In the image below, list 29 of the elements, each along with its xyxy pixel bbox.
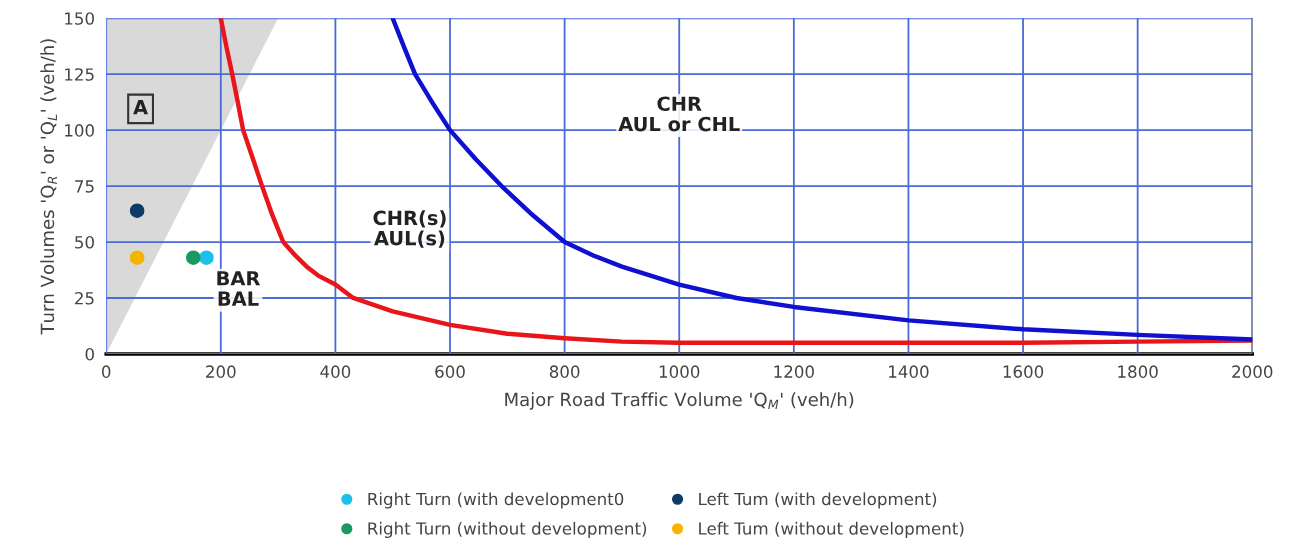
y-axis-title: Turn Volumes 'Q$_{R}$' or 'Q$_{L}$' (veh/h) xyxy=(40,39,57,335)
legend-label: Right Turn (without development) xyxy=(368,521,647,538)
x-tick-label: 1000 xyxy=(659,365,700,378)
annotation: A xyxy=(133,100,148,115)
x-tick-label: 400 xyxy=(320,365,351,378)
x-axis-title: Major Road Traffic Volume 'Q$_{M}$' (veh/h) xyxy=(505,392,854,410)
y-tick-label: 25 xyxy=(75,291,94,305)
legend-label: Left Tum (with development) xyxy=(699,492,937,509)
line-series xyxy=(218,18,1253,345)
x-tick-label: 800 xyxy=(549,365,580,378)
x-tick-label: 600 xyxy=(435,365,465,378)
y-tick-label: 50 xyxy=(75,235,94,249)
x-tick-label: 0 xyxy=(101,365,111,378)
y-tick-label: 150 xyxy=(65,12,94,25)
y-tick-label: 125 xyxy=(65,68,94,81)
legend-label: Right Turn (with development0 xyxy=(368,492,624,509)
y-tick-label: 0 xyxy=(85,347,94,361)
x-tick-label: 1200 xyxy=(774,365,814,378)
annotation: BAR BAL xyxy=(217,271,261,306)
x-tick-label: 200 xyxy=(206,365,236,378)
x-tick-label: 1400 xyxy=(889,365,929,378)
y-tick-label: 100 xyxy=(65,124,94,137)
x-tick-label: 1600 xyxy=(1003,365,1044,378)
annotation: CHR AUL or CHL xyxy=(618,96,740,132)
x-tick-label: 1800 xyxy=(1118,365,1158,378)
x-tick-label: 2000 xyxy=(1232,365,1273,378)
y-tick-label: 75 xyxy=(75,180,94,193)
annotation: CHR(s) AUL(s) xyxy=(373,210,446,248)
legend-label: Left Tum (without development) xyxy=(699,521,964,538)
